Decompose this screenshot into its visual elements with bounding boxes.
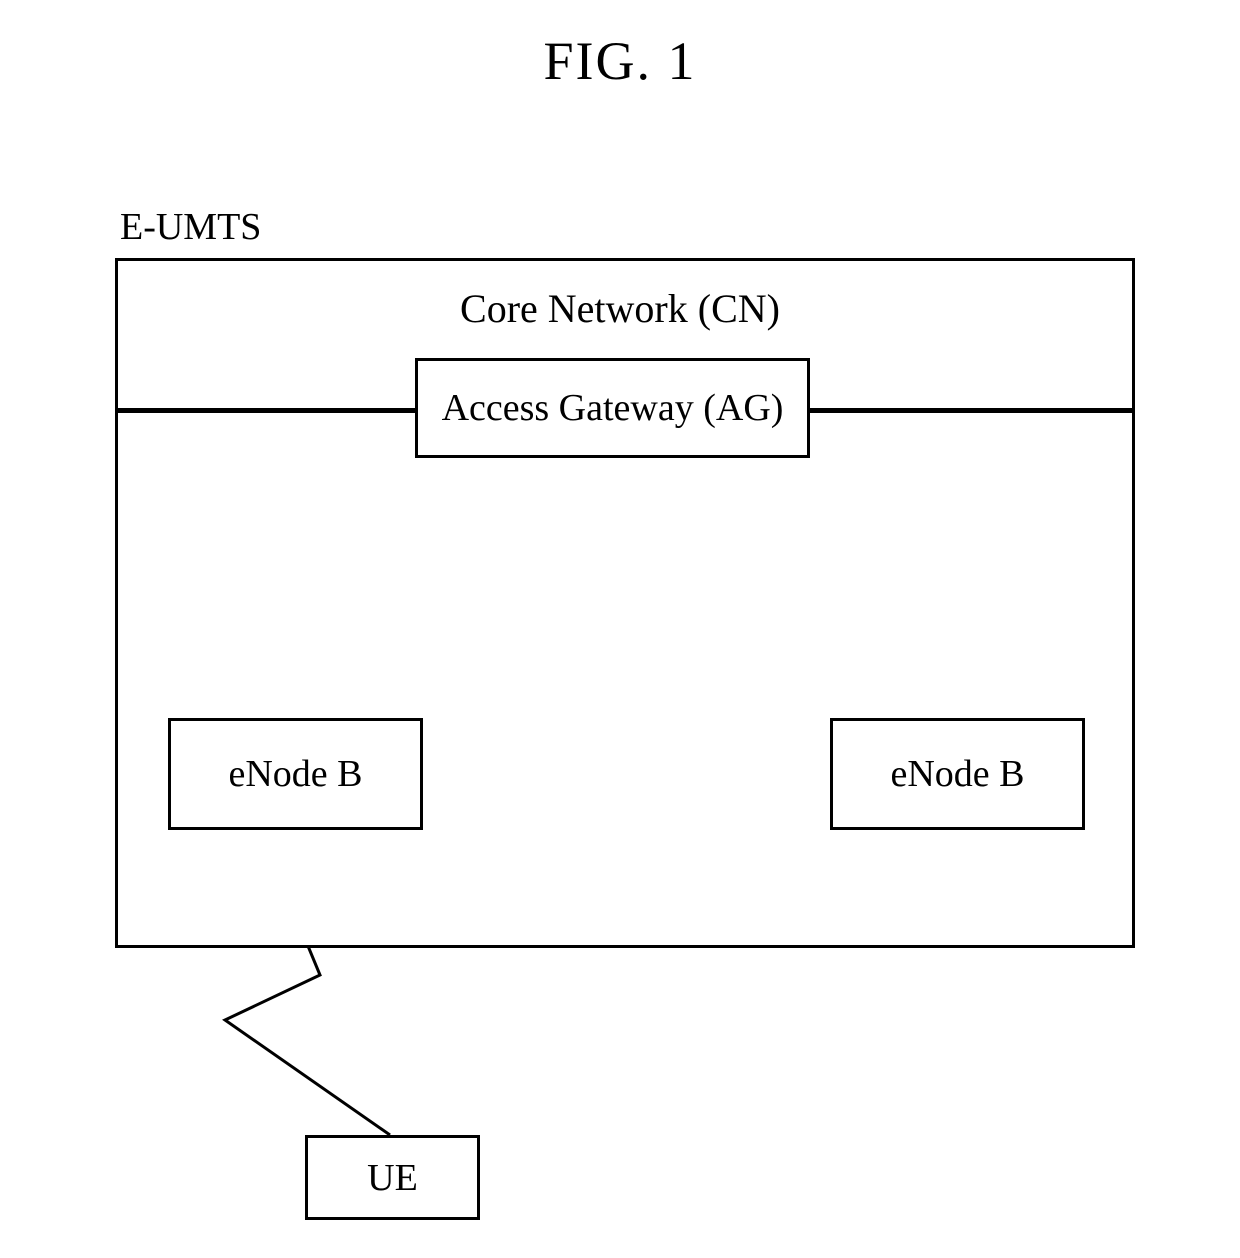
core-network-label: Core Network (CN) xyxy=(460,285,780,332)
system-label: E-UMTS xyxy=(120,205,261,249)
enodeb-right-node: eNode B xyxy=(830,718,1085,830)
ue-node: UE xyxy=(305,1135,480,1220)
enodeb-left-node: eNode B xyxy=(168,718,423,830)
access-gateway-node: Access Gateway (AG) xyxy=(415,358,810,458)
figure-title: FIG. 1 xyxy=(543,30,696,92)
